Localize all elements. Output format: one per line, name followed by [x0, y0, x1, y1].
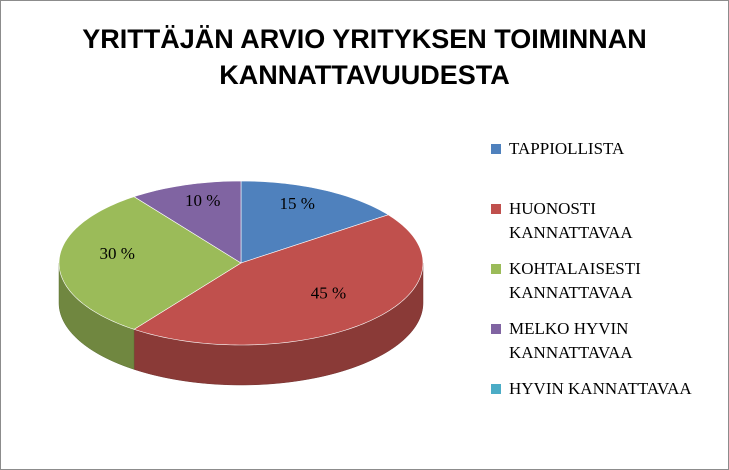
pie-slice — [58, 196, 242, 330]
legend-item: MELKO HYVIN KANNATTAVAA — [491, 317, 721, 365]
legend-item: HUONOSTI KANNATTAVAA — [491, 197, 721, 245]
value-label: 15 % — [279, 194, 314, 213]
legend-swatch — [491, 384, 501, 394]
legend-label: HUONOSTI KANNATTAVAA — [509, 199, 633, 242]
legend-label: HYVIN KANNATTAVAA — [509, 379, 692, 398]
value-label: 30 % — [100, 244, 135, 263]
legend-swatch — [491, 264, 501, 274]
legend-swatch — [491, 144, 501, 154]
pie-slice — [133, 214, 424, 346]
legend: TAPPIOLLISTA HUONOSTI KANNATTAVAA KOHTALAI… — [491, 137, 726, 413]
legend-swatch — [491, 204, 501, 214]
legend-swatch — [491, 324, 501, 334]
chart-title: YRITTÄJÄN ARVIO YRITYKSEN TOIMINNAN KANN… — [82, 24, 647, 90]
legend-item: TAPPIOLLISTA — [491, 137, 721, 185]
value-label: 45 % — [311, 283, 346, 302]
legend-item: KOHTALAISESTI KANNATTAVAA — [491, 257, 721, 305]
pie-slice — [240, 180, 389, 264]
legend-label: TAPPIOLLISTA — [509, 139, 625, 158]
pie-slice — [133, 180, 242, 264]
value-label: 10 % — [185, 191, 220, 210]
legend-item: HYVIN KANNATTAVAA — [491, 377, 721, 401]
legend-label: KOHTALAISESTI KANNATTAVAA — [509, 259, 641, 302]
legend-label: MELKO HYVIN KANNATTAVAA — [509, 319, 633, 362]
